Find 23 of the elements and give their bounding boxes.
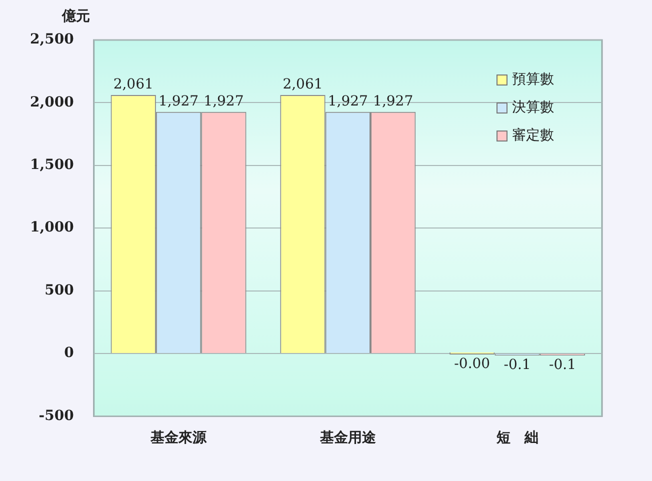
y-tick-label: 500 [44, 282, 74, 298]
x-tick-label: 基金來源 [150, 430, 208, 446]
x-tick-label: 短 絀 [495, 430, 538, 446]
y-tick-label: 2,000 [30, 94, 74, 110]
legend-label: 審定數 [512, 128, 554, 144]
data-label: 2,061 [282, 76, 323, 93]
legend-label: 決算數 [512, 100, 554, 116]
data-label: -0.1 [504, 357, 531, 374]
data-label: 1,927 [373, 93, 414, 110]
y-tick-label: 1,000 [30, 220, 74, 236]
y-tick-label: 1,500 [30, 157, 74, 174]
legend-label: 預算數 [512, 72, 554, 88]
data-label: 2,061 [113, 76, 154, 93]
y-tick-label: -500 [38, 408, 74, 424]
data-label: 1,927 [158, 93, 199, 110]
data-label: 1,927 [328, 93, 368, 110]
x-tick-label: 基金用途 [318, 430, 377, 446]
data-label: 1,927 [204, 93, 244, 110]
y-axis-title: 億元 [61, 8, 90, 25]
y-tick-label: 0 [64, 345, 74, 362]
data-label: -0.00 [454, 356, 490, 372]
y-tick-label: 2,500 [30, 32, 74, 48]
data-label: -0.1 [548, 357, 576, 374]
